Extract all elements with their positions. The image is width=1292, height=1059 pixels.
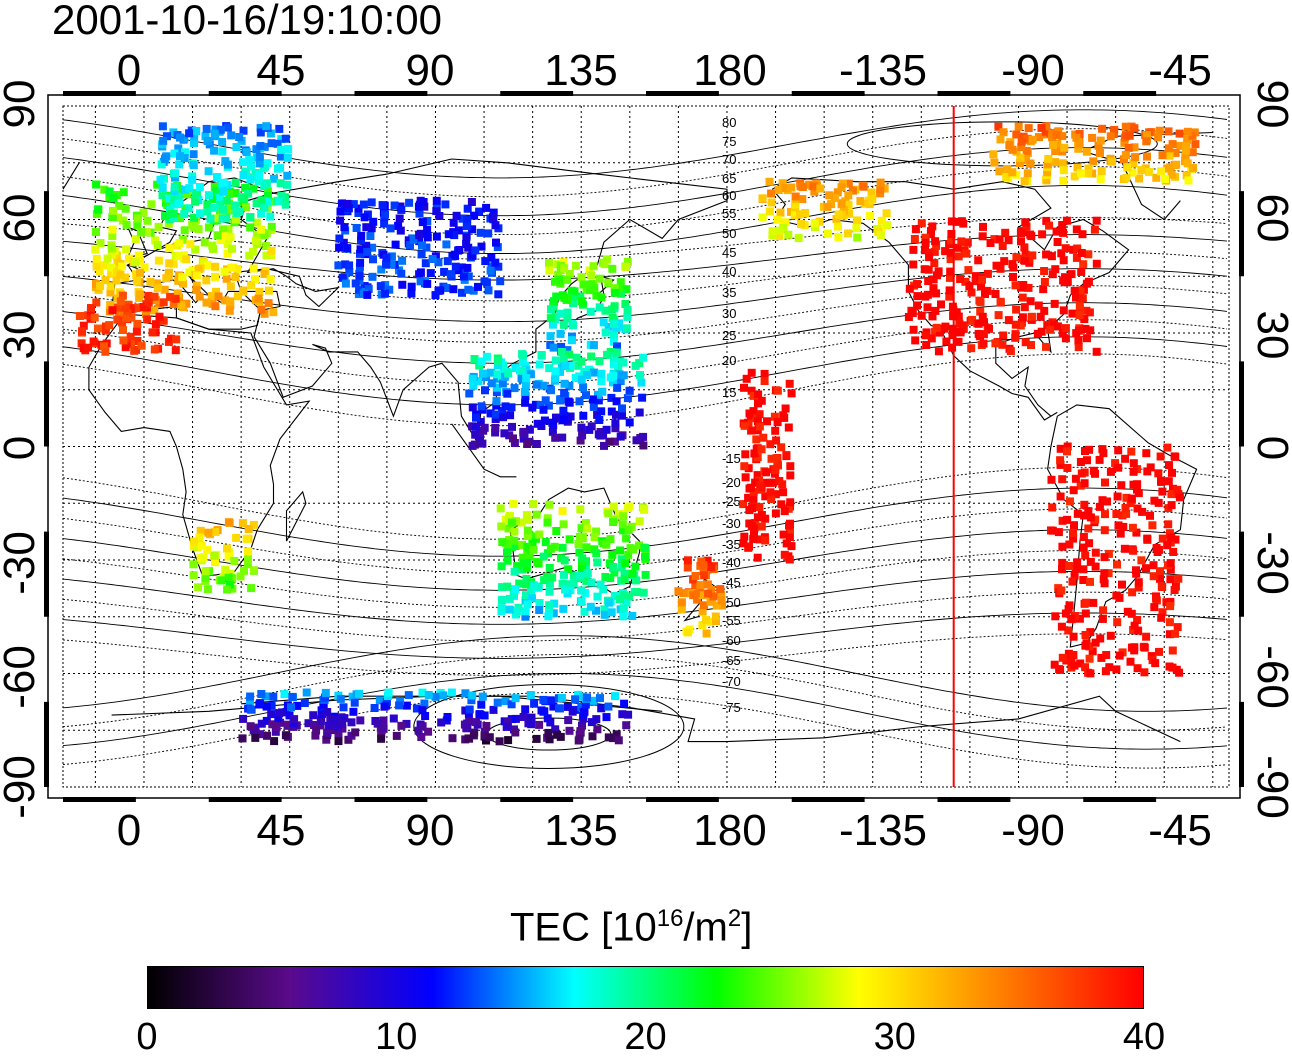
bottom-lon-tick: 45 [257, 806, 306, 855]
top-lon-tick: 90 [406, 46, 455, 95]
left-lat-tick: 90 [0, 80, 44, 129]
contour-label: -35 [722, 537, 741, 552]
contour-label: -15 [722, 451, 741, 466]
contour-label: 40 [722, 264, 736, 279]
right-lat-tick: 60 [1248, 194, 1292, 243]
right-lat-tick: 0 [1248, 436, 1292, 460]
colorbar-gradient [147, 966, 1144, 1009]
right-lat-tick: -30 [1248, 531, 1292, 595]
contour-label: -55 [722, 613, 741, 628]
colorbar-title: TEC [1016/m2] [510, 905, 753, 950]
contour-label: -50 [722, 595, 741, 610]
left-lat-tick: -60 [0, 645, 44, 709]
contour-label: 45 [722, 245, 736, 260]
bottom-lon-tick: 135 [544, 806, 617, 855]
bottom-lon-tick: -135 [839, 806, 927, 855]
left-lat-tick: -90 [0, 755, 44, 819]
top-lon-tick: -90 [1001, 46, 1065, 95]
contour-label: -25 [722, 494, 741, 509]
contour-label: -20 [722, 475, 741, 490]
left-lat-tick: -30 [0, 531, 44, 595]
contour-label: 25 [722, 328, 736, 343]
contour-label: -45 [722, 575, 741, 590]
right-lat-tick: 30 [1248, 311, 1292, 360]
top-lon-tick: 45 [257, 46, 306, 95]
bottom-lon-tick: 90 [406, 806, 455, 855]
contour-label: 35 [722, 285, 736, 300]
magnetic-latitude-contours: 80 75 70 65 60 55 50 45 40 35 30 25 20 15 -15 -20 -25 -30… [62, 109, 1228, 769]
contour-label: 55 [722, 206, 736, 221]
top-lon-tick: -45 [1148, 46, 1212, 95]
contour-label: -30 [722, 516, 741, 531]
contour-label: -60 [722, 633, 741, 648]
contour-label: -65 [722, 653, 741, 668]
colorbar-tick: 0 [136, 1016, 158, 1058]
contour-label: 50 [722, 226, 736, 241]
contour-label: 20 [722, 353, 736, 368]
top-lon-tick: 180 [693, 46, 766, 95]
colorbar-tick: 40 [1122, 1016, 1166, 1058]
contour-label: 80 [722, 115, 736, 130]
contour-label: 70 [722, 152, 736, 167]
right-lat-tick: -90 [1248, 755, 1292, 819]
contour-label: 15 [722, 385, 736, 400]
contour-label: -70 [722, 674, 741, 689]
contour-label: 65 [722, 171, 736, 186]
colorbar-tick: 10 [375, 1016, 418, 1058]
top-lon-tick: 0 [117, 46, 141, 95]
tec-points [75, 106, 1200, 787]
bottom-lon-tick: 180 [693, 806, 766, 855]
top-lon-tick: 135 [544, 46, 617, 95]
bottom-lon-tick: -45 [1148, 806, 1212, 855]
contour-label: 60 [722, 188, 736, 203]
contour-label: 30 [722, 306, 736, 321]
contour-label: 75 [722, 134, 736, 149]
plot-title: 2001-10-16/19:10:00 [52, 0, 442, 43]
left-lat-tick: 0 [0, 436, 44, 460]
left-lat-tick: 30 [0, 311, 44, 360]
left-lat-tick: 60 [0, 194, 44, 243]
right-lat-tick: -60 [1248, 645, 1292, 709]
contour-label: -75 [722, 700, 741, 715]
colorbar-tick: 30 [873, 1016, 916, 1058]
bottom-lon-tick: 0 [117, 806, 141, 855]
top-lon-tick: -135 [839, 46, 927, 95]
colorbar-tick: 20 [624, 1016, 667, 1058]
bottom-lon-tick: -90 [1001, 806, 1065, 855]
contour-label: -40 [722, 555, 741, 570]
right-lat-tick: 90 [1248, 80, 1292, 129]
